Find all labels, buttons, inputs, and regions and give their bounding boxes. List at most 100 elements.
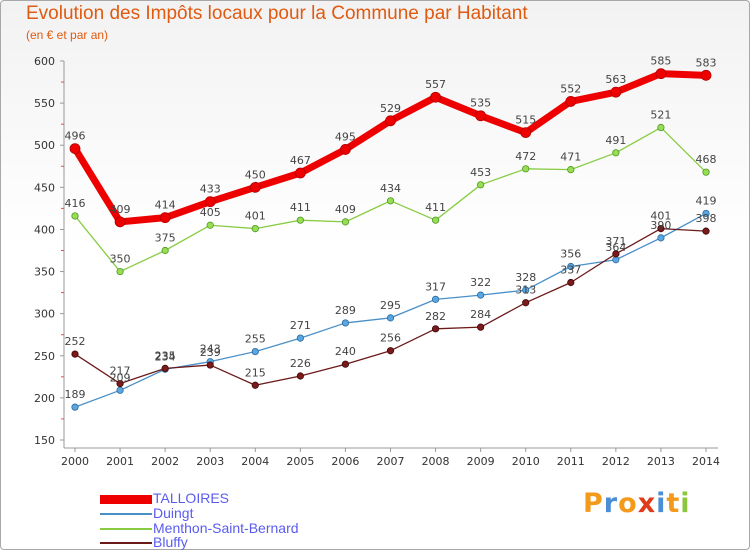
legend-item: Menthon-Saint-Bernard xyxy=(100,520,360,538)
y-tick-label: 150 xyxy=(34,434,55,447)
data-point xyxy=(475,110,487,122)
data-label: 328 xyxy=(515,271,536,284)
proxiti-logo: Proxiti xyxy=(583,488,691,519)
data-label: 419 xyxy=(696,194,717,207)
data-label: 434 xyxy=(380,182,401,195)
data-label: 252 xyxy=(65,335,86,348)
data-point xyxy=(522,299,530,307)
data-point xyxy=(702,209,710,218)
data-point xyxy=(296,216,304,224)
legend-label: TALLOIRES xyxy=(153,490,229,506)
data-label: 529 xyxy=(380,102,401,115)
data-label: 557 xyxy=(425,78,446,91)
data-label: 411 xyxy=(290,201,311,214)
data-point xyxy=(385,115,396,127)
line-chart: 150 200 250 300 350 400 450 500 550 600 2000 2001 20… xyxy=(34,55,720,468)
data-point xyxy=(610,86,622,98)
data-label: 491 xyxy=(605,134,626,147)
data-label: 189 xyxy=(65,388,86,401)
legend-item: TALLOIRES xyxy=(100,490,360,508)
data-point xyxy=(567,262,575,271)
data-label: 322 xyxy=(470,276,491,289)
data-point xyxy=(161,246,169,255)
data-label: 255 xyxy=(245,333,266,346)
data-point xyxy=(612,250,620,258)
data-point xyxy=(340,144,351,155)
x-tick-label: 2007 xyxy=(377,455,405,468)
data-point xyxy=(522,165,530,173)
data-label: 563 xyxy=(605,73,626,86)
x-tick-label: 2000 xyxy=(61,455,89,468)
data-point xyxy=(341,218,350,226)
data-point xyxy=(386,347,395,355)
data-point xyxy=(249,181,261,193)
data-point xyxy=(251,225,259,233)
data-label: 521 xyxy=(650,109,671,122)
data-point xyxy=(700,69,712,81)
x-tick-label: 2012 xyxy=(602,455,630,468)
data-label: 317 xyxy=(425,280,446,293)
data-label: 226 xyxy=(290,357,311,370)
data-point xyxy=(612,256,620,264)
chart-subtitle: (en € et par an) xyxy=(26,28,109,42)
data-point xyxy=(567,166,575,174)
chart-title: Evolution des Impôts locaux pour la Comm… xyxy=(26,3,528,24)
y-tick-label: 550 xyxy=(34,97,55,110)
x-tick-label: 2006 xyxy=(331,455,359,468)
y-tick-label: 200 xyxy=(34,392,55,405)
data-point xyxy=(116,386,124,394)
data-label: 371 xyxy=(605,235,626,248)
data-label: 416 xyxy=(65,197,86,210)
data-label: 289 xyxy=(335,304,356,317)
data-point xyxy=(161,364,169,373)
data-label: 552 xyxy=(560,82,581,95)
x-tick-label: 2013 xyxy=(647,455,675,468)
data-point xyxy=(71,212,79,220)
legend-label: Bluffy xyxy=(153,534,188,550)
data-point xyxy=(431,295,440,303)
x-tick-label: 2005 xyxy=(286,455,314,468)
legend-item: Bluffy xyxy=(100,534,360,552)
x-tick-label: 2008 xyxy=(422,455,450,468)
legend-swatch xyxy=(100,542,152,544)
data-point xyxy=(71,350,79,358)
x-tick-label: 2010 xyxy=(512,455,540,468)
data-point xyxy=(655,68,667,80)
data-point xyxy=(251,347,259,356)
data-label: 284 xyxy=(470,308,491,321)
legend-swatch xyxy=(100,513,152,515)
data-point xyxy=(612,149,620,157)
data-point xyxy=(702,227,710,235)
data-point xyxy=(116,379,124,388)
data-point xyxy=(206,221,214,229)
legend-swatch xyxy=(100,494,152,504)
data-label: 496 xyxy=(65,130,86,143)
data-label: 239 xyxy=(200,346,221,359)
y-tick-label: 350 xyxy=(34,266,55,279)
data-label: 313 xyxy=(515,284,536,297)
data-label: 468 xyxy=(696,153,717,166)
data-label: 217 xyxy=(110,365,131,378)
data-point xyxy=(565,96,577,107)
data-point xyxy=(702,168,710,176)
data-label: 364 xyxy=(605,241,626,254)
data-label: 390 xyxy=(650,219,671,232)
x-tick-label: 2011 xyxy=(557,455,585,468)
data-label: 375 xyxy=(155,232,176,245)
data-label: 409 xyxy=(110,203,131,216)
data-point xyxy=(386,197,395,205)
data-label: 337 xyxy=(560,264,581,277)
data-label: 433 xyxy=(200,183,221,196)
data-point xyxy=(430,91,441,103)
data-point xyxy=(159,212,171,224)
data-label: 350 xyxy=(110,253,131,266)
y-tick-label: 400 xyxy=(34,223,55,236)
data-point xyxy=(657,234,665,242)
data-label: 409 xyxy=(335,203,356,216)
data-point xyxy=(251,381,259,389)
data-point xyxy=(341,360,350,368)
data-label: 243 xyxy=(200,343,221,356)
data-point xyxy=(69,143,81,154)
data-point xyxy=(116,267,124,276)
data-label: 411 xyxy=(425,201,446,214)
